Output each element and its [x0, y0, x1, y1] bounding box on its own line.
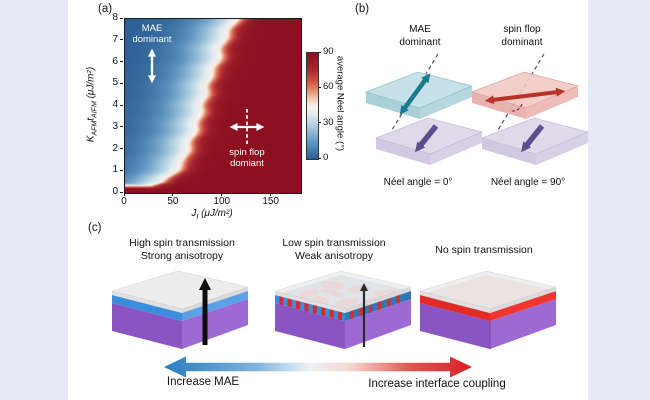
glass-rim — [420, 291, 490, 313]
y-tick-mark — [120, 82, 123, 84]
colorbar-tick-mark — [318, 157, 321, 159]
fm-layer — [112, 303, 182, 349]
glass-rim — [112, 291, 182, 313]
x-tick-mark — [172, 193, 174, 196]
x-tick-label: 100 — [213, 196, 231, 207]
x-tick-mark — [270, 193, 272, 196]
region-label-mae: MAE dominant — [132, 23, 172, 45]
colorbar-tick-mark — [318, 51, 321, 53]
colorbar-tick-label: 60 — [323, 81, 334, 93]
y-tick-label: 6 — [112, 55, 118, 67]
increase-mae-label: Increase MAE — [166, 376, 240, 388]
b-right-title: spin flop dominant — [501, 24, 543, 48]
y-tick-label: 4 — [112, 99, 118, 110]
x-axis-label: JI (μJ/m²) — [191, 208, 233, 221]
y-tick-mark — [120, 104, 123, 106]
rotation-dashed-arc — [509, 103, 523, 112]
y-tick-label: 8 — [112, 12, 118, 23]
y-tick-label: 1 — [112, 164, 118, 176]
x-tick-mark — [221, 193, 223, 196]
panel-c-label: (c) — [88, 222, 102, 234]
c-heading-1: High spin transmission Strong anisotropy — [129, 237, 235, 262]
neel-vector-arrow — [484, 87, 566, 105]
b-left-caption: Néel angle = 0° — [383, 177, 453, 188]
heatmap-canvas — [125, 19, 301, 193]
afm-slab-blue — [364, 71, 474, 119]
panel-b-label: (b) — [355, 3, 370, 15]
fm-slab — [480, 117, 590, 165]
colorbar-tick-label: 0 — [323, 152, 329, 163]
colorbar-tick-mark — [318, 122, 321, 124]
figure-page: (a) MAE dominant spin flop domiant JI (μ… — [68, 0, 590, 400]
spin-flop-icon — [229, 109, 265, 145]
colorbar-tick-mark — [318, 86, 321, 88]
c-box-strong-anisotropy — [111, 270, 249, 349]
x-tick-mark — [123, 193, 125, 196]
x-tick-label: 0 — [121, 196, 127, 207]
glass-rim — [275, 291, 345, 313]
b-left-schematic — [364, 53, 484, 165]
y-tick-mark — [120, 191, 123, 193]
mae-vs-coupling-arrow — [164, 356, 472, 378]
y-tick-mark — [120, 17, 123, 19]
mixed-interface-layer — [275, 295, 345, 321]
y-tick-mark — [120, 169, 123, 171]
fm-layer — [275, 303, 345, 349]
fm-magnetization-arrow — [415, 124, 439, 153]
increase-coupling-label: Increase interface coupling — [368, 378, 506, 390]
colorbar — [306, 52, 319, 160]
phase-diagram-plot — [124, 18, 302, 194]
y-tick-label: 0 — [112, 186, 118, 197]
c-heading-3: No spin transmission — [435, 244, 533, 256]
y-tick-label: 7 — [112, 33, 118, 45]
y-tick-mark — [120, 39, 123, 41]
interface-layer-red — [420, 295, 490, 321]
mae-easy-axis-icon — [148, 48, 156, 84]
colorbar-tick-label: 30 — [323, 116, 334, 128]
y-tick-label: 3 — [112, 120, 118, 132]
y-tick-label: 5 — [112, 77, 118, 89]
colorbar-tick-label: 90 — [323, 46, 334, 57]
fm-magnetization-arrow — [521, 124, 545, 153]
y-tick-mark — [120, 61, 123, 62]
b-right-caption: Néel angle = 90° — [490, 177, 566, 188]
fm-layer — [420, 303, 490, 349]
neel-vector-arrow — [399, 73, 431, 115]
y-tick-mark — [120, 148, 123, 149]
x-tick-label: 150 — [262, 196, 279, 207]
x-tick-label: 50 — [167, 196, 179, 207]
b-left-title: MAE dominant — [399, 24, 441, 48]
c-box-weak-anisotropy — [274, 270, 412, 349]
region-label-spin-flop: spin flop domiant — [229, 147, 265, 169]
interface-red-patches — [279, 294, 400, 321]
b-right-schematic — [470, 53, 590, 165]
c-heading-2: Low spin transmission Weak anisotropy — [282, 237, 386, 262]
y-tick-label: 2 — [112, 142, 118, 154]
panel-a-label: (a) — [98, 3, 113, 15]
spacer-layer-blue — [112, 295, 182, 321]
y-tick-mark — [120, 126, 123, 128]
c-box-no-transmission — [419, 270, 557, 349]
